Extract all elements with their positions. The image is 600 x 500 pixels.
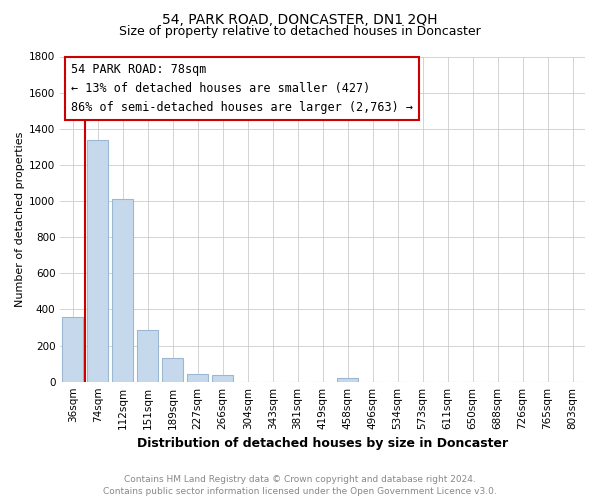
Bar (187, 374, 208, 382)
Bar (337, 378, 358, 382)
Text: Size of property relative to detached houses in Doncaster: Size of property relative to detached ho… (119, 25, 481, 38)
Bar (212, 375, 233, 382)
Bar (137, 330, 158, 382)
Bar (162, 358, 184, 382)
Bar (62, 316, 83, 382)
Y-axis label: Number of detached properties: Number of detached properties (15, 132, 25, 307)
Bar (87, 140, 109, 382)
X-axis label: Distribution of detached houses by size in Doncaster: Distribution of detached houses by size … (137, 437, 508, 450)
Text: 54, PARK ROAD, DONCASTER, DN1 2QH: 54, PARK ROAD, DONCASTER, DN1 2QH (162, 12, 438, 26)
Bar (112, 199, 133, 382)
Text: Contains HM Land Registry data © Crown copyright and database right 2024.
Contai: Contains HM Land Registry data © Crown c… (103, 474, 497, 496)
Text: 54 PARK ROAD: 78sqm
← 13% of detached houses are smaller (427)
86% of semi-detac: 54 PARK ROAD: 78sqm ← 13% of detached ho… (71, 63, 413, 114)
